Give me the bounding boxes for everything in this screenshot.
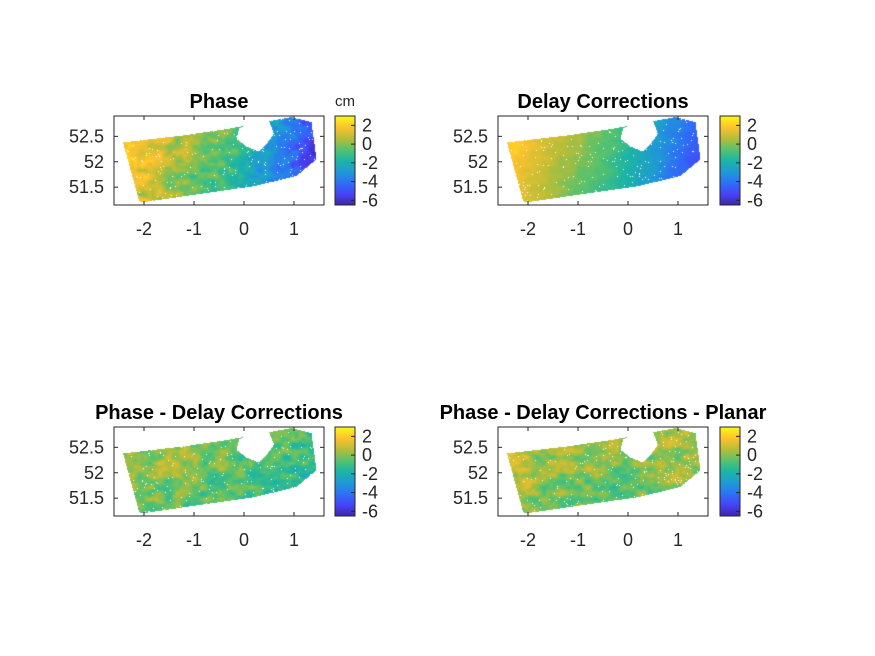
- y-tick-label: 52.5: [69, 126, 104, 146]
- colorbar-tick-label: -6: [362, 190, 378, 210]
- heatmap-image: [114, 116, 324, 205]
- x-tick-label: 1: [673, 530, 683, 550]
- x-tick-label: -2: [520, 530, 536, 550]
- heatmap-image: [498, 427, 708, 516]
- y-tick-label: 51.5: [69, 488, 104, 508]
- chart-title: Phase - Delay Corrections - Planar: [440, 402, 767, 424]
- x-tick-label: 0: [623, 219, 633, 239]
- colorbar-frame: [334, 426, 356, 517]
- x-tick-label: -1: [186, 530, 202, 550]
- colorbar-tick-label: -4: [747, 172, 763, 192]
- colorbar: [335, 116, 355, 205]
- colorbar-tick-label: -4: [747, 483, 763, 503]
- axes-box: [113, 115, 325, 206]
- chart-title: Delay Corrections: [517, 91, 688, 113]
- y-tick-label: 52: [84, 152, 104, 172]
- colorbar-tick-label: 0: [362, 445, 372, 465]
- y-tick-label: 51.5: [453, 177, 488, 197]
- x-tick-label: -1: [570, 219, 586, 239]
- colorbar-tick-label: -6: [747, 501, 763, 521]
- x-tick-label: 1: [289, 219, 299, 239]
- panel-4: Phase - Delay Corrections - Planar -2 -1 0 1…: [440, 402, 767, 550]
- colorbar-tick-label: -2: [362, 464, 378, 484]
- colorbar-unit-label: cm: [335, 93, 355, 110]
- x-tick-label: -1: [570, 530, 586, 550]
- chart-title: Phase: [190, 91, 249, 113]
- colorbar-tick-label: 0: [747, 445, 757, 465]
- heatmap-image: [114, 427, 324, 516]
- axes-box: [113, 426, 325, 517]
- x-tick-label: 1: [289, 530, 299, 550]
- x-tick-label: 0: [623, 530, 633, 550]
- colorbar-tick-label: 2: [747, 426, 757, 446]
- colorbar-tick-label: -6: [747, 190, 763, 210]
- colorbar-tick-label: 2: [362, 426, 372, 446]
- colorbar-tick-label: -6: [362, 501, 378, 521]
- colorbar-tick-label: 2: [362, 115, 372, 135]
- colorbar-frame: [719, 115, 741, 206]
- colorbar-tick-label: -4: [362, 172, 378, 192]
- colorbar-tick-label: 0: [747, 134, 757, 154]
- panel-2: Delay Corrections-2 -1 0 151.55252.520-2-4-…: [453, 91, 763, 239]
- x-tick-label: -1: [186, 219, 202, 239]
- x-tick-label: -2: [136, 530, 152, 550]
- x-tick-label: -2: [136, 219, 152, 239]
- colorbar-tick-label: -4: [362, 483, 378, 503]
- colorbar-frame: [334, 115, 356, 206]
- colorbar: [720, 427, 740, 516]
- colorbar-tick-label: -2: [747, 153, 763, 173]
- panel-3: Phase - Delay Corrections -2 -1 0 1 51.5 52 52.…: [69, 402, 378, 550]
- y-tick-label: 52: [84, 463, 104, 483]
- x-tick-label: 0: [239, 530, 249, 550]
- x-tick-label: 0: [239, 219, 249, 239]
- y-tick-label: 52.5: [453, 126, 488, 146]
- colorbar: [720, 116, 740, 205]
- colorbar-tick-label: -2: [747, 464, 763, 484]
- heatmap-image: [498, 116, 708, 205]
- axes-box: [497, 426, 709, 517]
- colorbar-frame: [719, 426, 741, 517]
- axes-box: [497, 115, 709, 206]
- colorbar: [335, 427, 355, 516]
- colorbar-tick-label: 0: [362, 134, 372, 154]
- y-tick-label: 52: [468, 463, 488, 483]
- y-tick-label: 51.5: [69, 177, 104, 197]
- x-tick-label: -2: [520, 219, 536, 239]
- chart-title: Phase - Delay Corrections: [95, 402, 343, 424]
- x-tick-label: 1: [673, 219, 683, 239]
- y-tick-label: 52: [468, 152, 488, 172]
- y-tick-label: 52.5: [69, 437, 104, 457]
- y-tick-label: 51.5: [453, 488, 488, 508]
- y-tick-label: 52.5: [453, 437, 488, 457]
- colorbar-tick-label: -2: [362, 153, 378, 173]
- colorbar-tick-label: 2: [747, 115, 757, 135]
